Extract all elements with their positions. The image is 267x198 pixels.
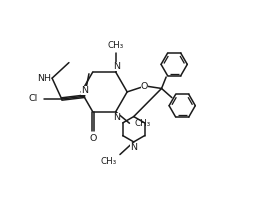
Text: CH₃: CH₃ bbox=[108, 41, 124, 50]
Text: N: N bbox=[113, 62, 120, 71]
Text: O: O bbox=[141, 82, 148, 91]
Text: CH₃: CH₃ bbox=[134, 119, 151, 128]
Text: NH: NH bbox=[37, 74, 51, 83]
Text: CH₃: CH₃ bbox=[100, 157, 117, 166]
Text: N: N bbox=[113, 113, 120, 122]
Text: O: O bbox=[89, 134, 96, 143]
Text: N: N bbox=[81, 86, 88, 95]
Text: Cl: Cl bbox=[29, 94, 38, 104]
Text: N: N bbox=[130, 143, 137, 152]
